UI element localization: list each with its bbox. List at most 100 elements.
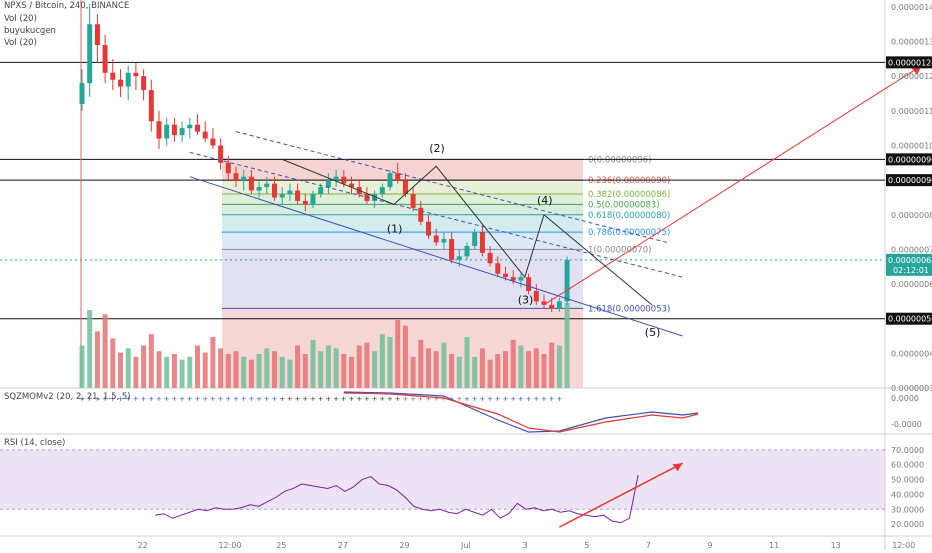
- time-tick-label: 7: [646, 541, 651, 550]
- fib-zone: [222, 159, 583, 181]
- squeeze-dot: +: [164, 395, 170, 403]
- squeeze-dot: +: [287, 395, 293, 403]
- squeeze-dot: +: [487, 395, 493, 403]
- volume-bar: [402, 325, 408, 388]
- squeeze-dot: +: [533, 395, 539, 403]
- wave-label: (4): [537, 194, 553, 207]
- candle-body: [449, 239, 455, 260]
- candle-body: [341, 176, 347, 184]
- candle-body: [248, 176, 254, 191]
- price-tick-label: 0.00000070: [891, 245, 932, 254]
- volume-bar: [264, 348, 270, 388]
- candle-body: [302, 200, 308, 205]
- volume-bar: [333, 348, 339, 388]
- squeeze-dot: +: [372, 395, 378, 403]
- target-arrow-line: [543, 65, 922, 306]
- squeeze-dot: +: [102, 395, 108, 403]
- squeeze-dot: +: [395, 395, 401, 403]
- volume-bar: [202, 352, 208, 388]
- volume-bar: [248, 359, 254, 388]
- volume-bar: [187, 356, 193, 388]
- squeeze-dot: +: [279, 395, 285, 403]
- squeeze-dot: +: [349, 395, 355, 403]
- candle-body: [133, 72, 139, 77]
- volume-bar: [341, 354, 347, 388]
- volume-bar: [325, 345, 331, 388]
- time-tick-label: 5: [584, 541, 589, 550]
- fib-level-label: 0.5(0.00000083): [588, 200, 660, 210]
- volume-bar: [556, 345, 562, 388]
- fib-level-label: 0.382(0.00000086): [588, 190, 670, 200]
- candle-body: [564, 259, 570, 302]
- candle-body: [279, 194, 285, 198]
- price-level-value: 0.00000096: [888, 155, 932, 164]
- indicator-label-3: Vol (20): [4, 38, 37, 48]
- squeeze-dot: +: [410, 395, 416, 403]
- squeeze-momentum-line: [343, 391, 699, 433]
- squeeze-dot: +: [79, 395, 85, 403]
- time-tick-label: 12:00: [892, 541, 915, 550]
- candle-body: [372, 194, 378, 201]
- volume-bar: [279, 356, 285, 388]
- squeeze-tick-label: 0.0000: [891, 394, 919, 403]
- volume-bar: [449, 354, 455, 388]
- volume-bar: [118, 352, 123, 388]
- rsi-band: [0, 449, 885, 510]
- candle-body: [79, 83, 85, 104]
- volume-bar: [364, 342, 370, 388]
- volume-bar: [179, 359, 185, 388]
- candle-body: [533, 291, 539, 302]
- candle-body: [541, 301, 547, 305]
- wave-label: (5): [645, 326, 661, 339]
- candle-body: [472, 232, 478, 246]
- volume-bar: [287, 359, 293, 388]
- rsi-tick-label: 50.0000: [891, 476, 924, 485]
- squeeze-dot: +: [526, 395, 532, 403]
- squeeze-dot: +: [133, 395, 139, 403]
- squeeze-dot: +: [387, 395, 393, 403]
- fib-zone: [222, 194, 583, 205]
- candle-body: [418, 207, 424, 222]
- squeeze-dot: +: [94, 395, 100, 403]
- candle-countdown: 02:12:01: [893, 266, 929, 275]
- squeeze-dot: +: [256, 395, 262, 403]
- volume-bar: [87, 310, 93, 388]
- squeeze-dot: +: [171, 395, 177, 403]
- volume-bar: [518, 345, 524, 388]
- volume-bar: [141, 345, 147, 388]
- volume-bar: [510, 339, 516, 388]
- candle-body: [295, 190, 301, 201]
- fib-zone: [222, 232, 583, 250]
- candle-body: [195, 124, 200, 132]
- squeeze-signal-line: [343, 392, 699, 433]
- volume-bar: [94, 331, 100, 388]
- price-level-value: 0.00000124: [888, 58, 932, 67]
- volume-bar: [472, 356, 478, 388]
- candle-body: [179, 128, 185, 136]
- volume-bar: [272, 351, 277, 388]
- volume-bar: [171, 354, 177, 388]
- candle-body: [487, 252, 493, 264]
- squeeze-dot: +: [556, 395, 562, 403]
- squeeze-tick-label: -0.0000: [891, 420, 922, 429]
- volume-bar: [79, 345, 85, 388]
- wave-label: (3): [518, 293, 534, 306]
- candle-body: [94, 24, 100, 46]
- squeeze-dot: +: [225, 395, 231, 403]
- volume-bar: [456, 356, 462, 388]
- squeeze-dot: +: [418, 395, 424, 403]
- squeeze-dot: +: [272, 395, 278, 403]
- squeeze-dot: +: [510, 395, 516, 403]
- squeeze-dot: +: [141, 395, 147, 403]
- candle-body: [156, 121, 162, 139]
- volume-bar: [195, 345, 200, 388]
- squeeze-dot: +: [333, 395, 339, 403]
- candle-body: [164, 124, 170, 139]
- squeeze-dot: +: [110, 395, 116, 403]
- candle-body: [441, 239, 447, 243]
- volume-bar: [148, 334, 154, 388]
- candle-body: [503, 273, 508, 278]
- squeeze-dot: +: [210, 395, 216, 403]
